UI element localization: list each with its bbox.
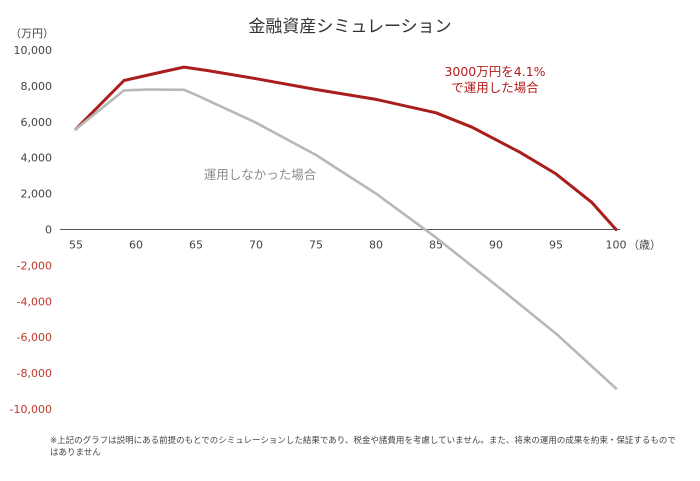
x-tick-label: 95 bbox=[549, 239, 563, 252]
x-tick-label: 70 bbox=[249, 239, 263, 252]
y-tick-label: -4,000 bbox=[17, 295, 52, 308]
x-tick-label: 100 bbox=[606, 239, 627, 252]
series-line-invested bbox=[74, 65, 618, 231]
y-axis-unit-label: （万円） bbox=[10, 27, 54, 40]
annotation-invested-line-2: で運用した場合 bbox=[451, 80, 539, 95]
x-tick-label: 80 bbox=[369, 239, 383, 252]
x-tick-label: 75 bbox=[309, 239, 323, 252]
chart-title: 金融資産シミュレーション bbox=[248, 17, 452, 37]
y-tick-label: -2,000 bbox=[17, 259, 52, 272]
y-tick-label: 0 bbox=[45, 224, 52, 237]
footnote: ※上記のグラフは説明にある前提のもとでのシミュレーションした結果であり、税金や諸… bbox=[50, 436, 676, 458]
x-axis-unit-label: （歳） bbox=[628, 239, 661, 252]
x-tick-label: 60 bbox=[129, 239, 143, 252]
y-tick-label: 6,000 bbox=[21, 116, 53, 129]
y-tick-label: 4,000 bbox=[21, 152, 53, 165]
y-tick-label: 2,000 bbox=[21, 188, 53, 201]
y-tick-label: -6,000 bbox=[17, 331, 52, 344]
x-tick-label: 90 bbox=[489, 239, 503, 252]
y-tick-label: -10,000 bbox=[10, 403, 52, 416]
annotation-invested-line-1: 3000万円を4.1% bbox=[444, 64, 546, 79]
y-tick-label: 8,000 bbox=[21, 80, 53, 93]
x-tick-label: 65 bbox=[189, 239, 203, 252]
y-tick-label: -8,000 bbox=[17, 367, 52, 380]
annotation-invested: 3000万円を4.1% で運用した場合 bbox=[410, 64, 580, 96]
x-tick-label: 55 bbox=[69, 239, 83, 252]
y-tick-label: 10,000 bbox=[14, 44, 53, 57]
annotation-not-invested-line-1: 運用しなかった場合 bbox=[203, 167, 317, 182]
series-line-not-invested bbox=[74, 88, 618, 390]
annotation-not-invested: 運用しなかった場合 bbox=[180, 167, 340, 183]
